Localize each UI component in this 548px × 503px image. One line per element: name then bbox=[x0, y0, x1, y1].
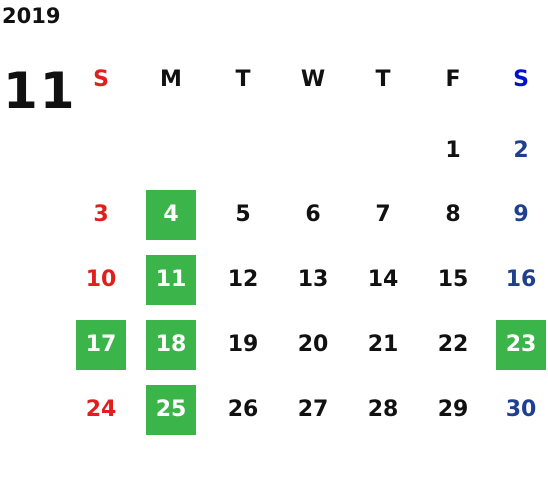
day: 5 bbox=[235, 202, 251, 227]
day: 19 bbox=[227, 332, 259, 357]
weekday-header: T bbox=[375, 67, 391, 92]
weekday-header: S bbox=[513, 67, 529, 92]
day: 20 bbox=[297, 332, 329, 357]
year: 2019 bbox=[2, 4, 61, 28]
day: 30 bbox=[505, 397, 537, 422]
highlighted-day: 23 bbox=[496, 320, 546, 370]
day: 9 bbox=[513, 202, 529, 227]
day: 26 bbox=[227, 397, 259, 422]
day: 21 bbox=[367, 332, 399, 357]
day: 3 bbox=[93, 202, 109, 227]
day: 15 bbox=[437, 267, 469, 292]
day: 13 bbox=[297, 267, 329, 292]
day: 7 bbox=[375, 202, 391, 227]
weekday-header: T bbox=[235, 67, 251, 92]
day: 27 bbox=[297, 397, 329, 422]
day: 24 bbox=[85, 397, 117, 422]
highlighted-day: 17 bbox=[76, 320, 126, 370]
month: 11 bbox=[3, 62, 77, 120]
weekday-header: S bbox=[93, 67, 109, 92]
highlighted-day: 25 bbox=[146, 385, 196, 435]
day: 29 bbox=[437, 397, 469, 422]
weekday-header: M bbox=[160, 67, 182, 92]
day: 2 bbox=[513, 138, 529, 163]
weekday-header: F bbox=[445, 67, 461, 92]
day: 8 bbox=[445, 202, 461, 227]
day: 28 bbox=[367, 397, 399, 422]
day: 6 bbox=[305, 202, 321, 227]
day: 10 bbox=[85, 267, 117, 292]
highlighted-day: 4 bbox=[146, 190, 196, 240]
weekday-header: W bbox=[300, 67, 326, 92]
highlighted-day: 18 bbox=[146, 320, 196, 370]
day: 22 bbox=[437, 332, 469, 357]
day: 1 bbox=[445, 138, 461, 163]
day: 16 bbox=[505, 267, 537, 292]
day: 12 bbox=[227, 267, 259, 292]
highlighted-day: 11 bbox=[146, 255, 196, 305]
day: 14 bbox=[367, 267, 399, 292]
